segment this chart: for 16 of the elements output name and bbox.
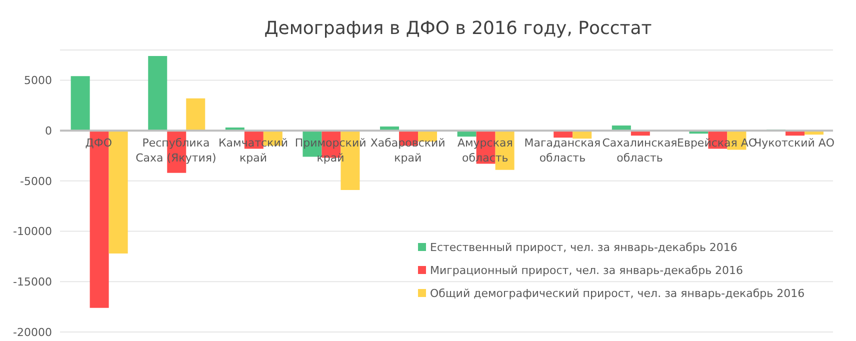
y-tick-label: -20000 xyxy=(13,326,52,339)
y-tick-label: -15000 xyxy=(13,276,52,289)
x-tick-label: Хабаровский край xyxy=(370,136,446,165)
y-tick-label: 5000 xyxy=(24,74,52,88)
y-tick-label: 0 xyxy=(45,124,52,138)
legend-label: Естественный прирост, чел. за январь-декабрь 2016 xyxy=(430,241,738,254)
x-tick-label: Амурская область xyxy=(457,136,513,165)
legend-label: Общий демографический прирост, чел. за январь-декабрь 2016 xyxy=(430,287,805,300)
x-tick-label: Магаданская область xyxy=(524,136,601,165)
x-tick-label: Чукотский АО xyxy=(754,136,835,150)
y-tick-label: -10000 xyxy=(13,225,52,238)
chart-title: Демография в ДФО в 2016 году, Росстат xyxy=(264,18,652,39)
y-tick-label: -5000 xyxy=(20,174,52,188)
x-tick-label: Камчатский край xyxy=(218,136,288,165)
x-tick-label: Сахалинская область xyxy=(602,136,678,165)
legend-label: Миграционный прирост, чел. за январь-декабрь 2016 xyxy=(430,264,744,277)
